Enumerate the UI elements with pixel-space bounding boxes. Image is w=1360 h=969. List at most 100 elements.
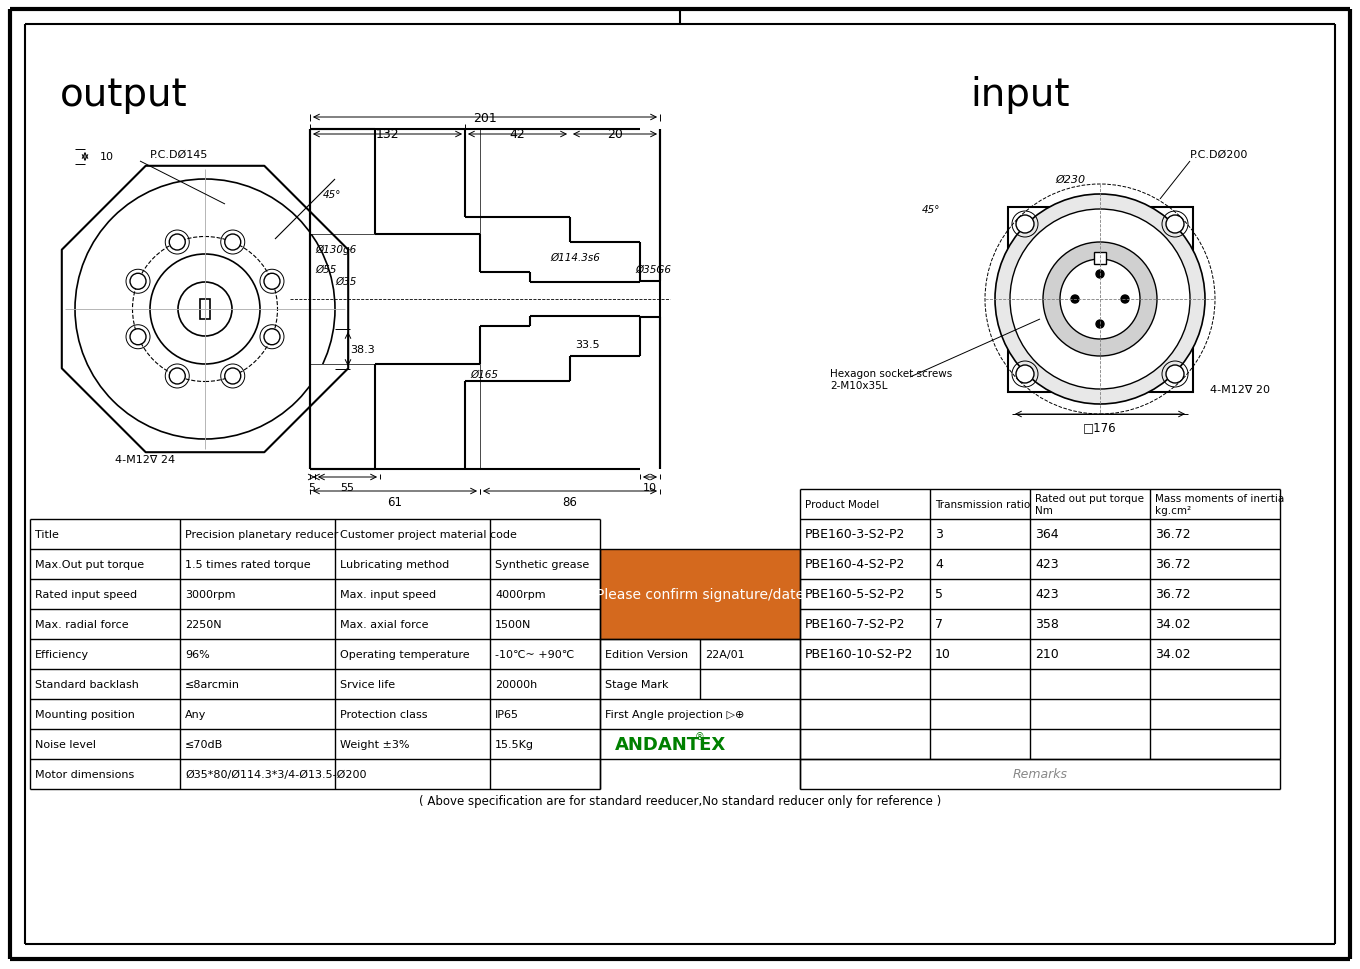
Circle shape: [224, 368, 241, 385]
Text: 96%: 96%: [185, 649, 209, 659]
Circle shape: [264, 329, 280, 345]
Text: 34.02: 34.02: [1155, 648, 1190, 661]
Text: 358: 358: [1035, 618, 1059, 631]
Text: PBE160-4-S2-P2: PBE160-4-S2-P2: [805, 558, 906, 571]
Text: output: output: [60, 76, 188, 114]
Bar: [375, 364, 480, 470]
Text: 10: 10: [101, 152, 114, 162]
Circle shape: [1016, 365, 1034, 384]
Text: 36.72: 36.72: [1155, 528, 1190, 541]
Circle shape: [1072, 296, 1078, 303]
Text: 55: 55: [340, 483, 354, 492]
Text: Transmission ratio: Transmission ratio: [936, 499, 1031, 510]
Text: PBE160-10-S2-P2: PBE160-10-S2-P2: [805, 648, 914, 661]
Circle shape: [1166, 365, 1185, 384]
Text: Max. radial force: Max. radial force: [35, 619, 129, 629]
Text: Title: Title: [35, 529, 58, 540]
Circle shape: [169, 368, 185, 385]
Text: Ø35*80/Ø114.3*3/4-Ø13.5-Ø200: Ø35*80/Ø114.3*3/4-Ø13.5-Ø200: [185, 769, 366, 779]
Text: Ø230: Ø230: [1055, 174, 1085, 185]
Bar: [310, 130, 375, 234]
Text: 10: 10: [643, 483, 657, 492]
Text: Synthetic grease: Synthetic grease: [495, 559, 589, 570]
Circle shape: [1043, 243, 1157, 357]
Text: □176: □176: [1083, 422, 1117, 434]
Text: 33.5: 33.5: [575, 340, 600, 350]
Circle shape: [224, 234, 241, 251]
Text: 38.3: 38.3: [350, 345, 375, 355]
Bar: [310, 364, 375, 470]
Text: 45°: 45°: [324, 190, 341, 200]
Bar: [1093, 253, 1106, 265]
Text: -10℃~ +90℃: -10℃~ +90℃: [495, 649, 574, 659]
Text: 15.5Kg: 15.5Kg: [495, 739, 534, 749]
Text: Max.Out put torque: Max.Out put torque: [35, 559, 144, 570]
Text: 3000rpm: 3000rpm: [185, 589, 235, 600]
Text: 4: 4: [936, 558, 942, 571]
Text: Srvice life: Srvice life: [340, 679, 396, 689]
Text: Noise level: Noise level: [35, 739, 97, 749]
Circle shape: [131, 274, 146, 290]
Text: Stage Mark: Stage Mark: [605, 679, 669, 689]
Text: Weight ±3%: Weight ±3%: [340, 739, 409, 749]
Text: Operating temperature: Operating temperature: [340, 649, 469, 659]
Text: ( Above specification are for standard reeducer,No standard reducer only for ref: ( Above specification are for standard r…: [419, 795, 941, 808]
Text: Product Model: Product Model: [805, 499, 880, 510]
Circle shape: [1121, 296, 1129, 303]
Text: Motor dimensions: Motor dimensions: [35, 769, 135, 779]
Text: 4-M12∇ 20: 4-M12∇ 20: [1210, 385, 1270, 394]
Text: 1.5 times rated torque: 1.5 times rated torque: [185, 559, 310, 570]
Text: 201: 201: [473, 111, 496, 124]
Text: 61: 61: [388, 496, 403, 509]
Bar: [600, 549, 800, 640]
Text: 1500N: 1500N: [495, 619, 532, 629]
Circle shape: [1010, 209, 1190, 390]
Text: Mass moments of inertia
kg.cm²: Mass moments of inertia kg.cm²: [1155, 493, 1284, 516]
Circle shape: [1166, 216, 1185, 234]
Text: 423: 423: [1035, 588, 1058, 601]
Text: 423: 423: [1035, 558, 1058, 571]
Bar: [200, 299, 209, 320]
Text: Edition Version: Edition Version: [605, 649, 688, 659]
Text: Hexagon socket screws
2-M10x35L: Hexagon socket screws 2-M10x35L: [830, 369, 952, 391]
Text: 5: 5: [936, 588, 942, 601]
Bar: [1008, 207, 1193, 392]
Text: Rated input speed: Rated input speed: [35, 589, 137, 600]
Text: Ø114.3s6: Ø114.3s6: [551, 253, 600, 263]
Text: Ø165: Ø165: [471, 369, 498, 380]
Text: 36.72: 36.72: [1155, 588, 1190, 601]
Circle shape: [169, 234, 185, 251]
Circle shape: [264, 274, 280, 290]
Text: Ø55: Ø55: [316, 265, 336, 275]
Text: Mounting position: Mounting position: [35, 709, 135, 719]
Text: 86: 86: [563, 496, 578, 509]
Text: input: input: [970, 76, 1069, 114]
Text: 22A/01: 22A/01: [704, 649, 745, 659]
Circle shape: [1016, 216, 1034, 234]
Text: Ø35G6: Ø35G6: [635, 265, 670, 275]
Text: 20: 20: [607, 128, 623, 141]
Text: 4000rpm: 4000rpm: [495, 589, 545, 600]
Text: PBE160-3-S2-P2: PBE160-3-S2-P2: [805, 528, 906, 541]
Text: 45°: 45°: [922, 204, 941, 215]
Circle shape: [1096, 321, 1104, 328]
Text: 3: 3: [936, 528, 942, 541]
Text: 20000h: 20000h: [495, 679, 537, 689]
Circle shape: [996, 195, 1205, 405]
Text: Efficiency: Efficiency: [35, 649, 90, 659]
Text: Customer project material code: Customer project material code: [340, 529, 517, 540]
Text: Precision planetary reducer: Precision planetary reducer: [185, 529, 339, 540]
Text: PBE160-7-S2-P2: PBE160-7-S2-P2: [805, 618, 906, 631]
Text: Protection class: Protection class: [340, 709, 427, 719]
Text: Lubricating method: Lubricating method: [340, 559, 449, 570]
Text: 5: 5: [309, 483, 316, 492]
Text: Rated out put torque
Nm: Rated out put torque Nm: [1035, 493, 1144, 516]
Circle shape: [1059, 260, 1140, 340]
Text: 42: 42: [509, 128, 525, 141]
Text: Standard backlash: Standard backlash: [35, 679, 139, 689]
Text: Ø130g6: Ø130g6: [316, 244, 356, 255]
Text: 210: 210: [1035, 648, 1058, 661]
Circle shape: [131, 329, 146, 345]
Text: ≤70dB: ≤70dB: [185, 739, 223, 749]
Text: 34.02: 34.02: [1155, 618, 1190, 631]
